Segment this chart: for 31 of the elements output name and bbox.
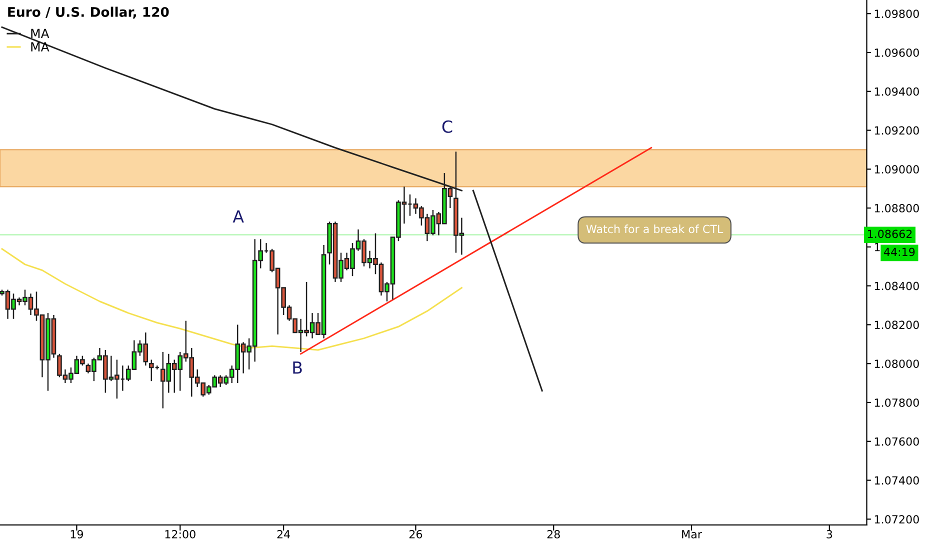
x-tick-label: 19 (70, 530, 83, 538)
line-series (1, 248, 462, 351)
y-tick-label: 1.09600 (874, 48, 919, 57)
y-tick-label: 1.07200 (874, 515, 919, 524)
y-tick-label: 1.07800 (874, 398, 919, 407)
chart-title: Euro / U.S. Dollar, 120 (8, 6, 169, 19)
legend-label: MA (31, 28, 50, 38)
y-tick-label: 1.09400 (874, 87, 919, 96)
annotation: Watch for a break of CTL (586, 224, 724, 234)
y-tick-label: 1.08200 (874, 320, 919, 330)
annotation: C (442, 120, 452, 133)
y-tick-label: 1.09800 (874, 10, 919, 18)
y-tick-label: 1.08800 (874, 204, 919, 212)
y-tick-label: 1 (874, 243, 880, 252)
y-tick-label: 1.09000 (874, 165, 919, 174)
text: 44:19 (884, 248, 915, 256)
x-tick-label: 26 (409, 530, 422, 538)
x-tick-label: 28 (547, 530, 560, 538)
y-tick-label: 1.07400 (874, 476, 919, 485)
annotation: B (293, 362, 302, 374)
x-tick-label: Mar (682, 530, 702, 538)
annotation: A (232, 210, 244, 222)
y-tick-label: 1.09200 (874, 126, 919, 135)
ref-line-label: 1.08662 (868, 230, 912, 238)
y-tick-label: 1.07600 (874, 437, 919, 446)
y-tick-label: 1.08000 (874, 360, 919, 368)
legend-label: MA (31, 42, 50, 52)
x-tick-label: 24 (277, 530, 290, 538)
x-tick-label: 3 (826, 530, 832, 538)
y-tick-label: 1.08400 (874, 282, 919, 290)
x-tick-label: 12:00 (165, 530, 196, 538)
